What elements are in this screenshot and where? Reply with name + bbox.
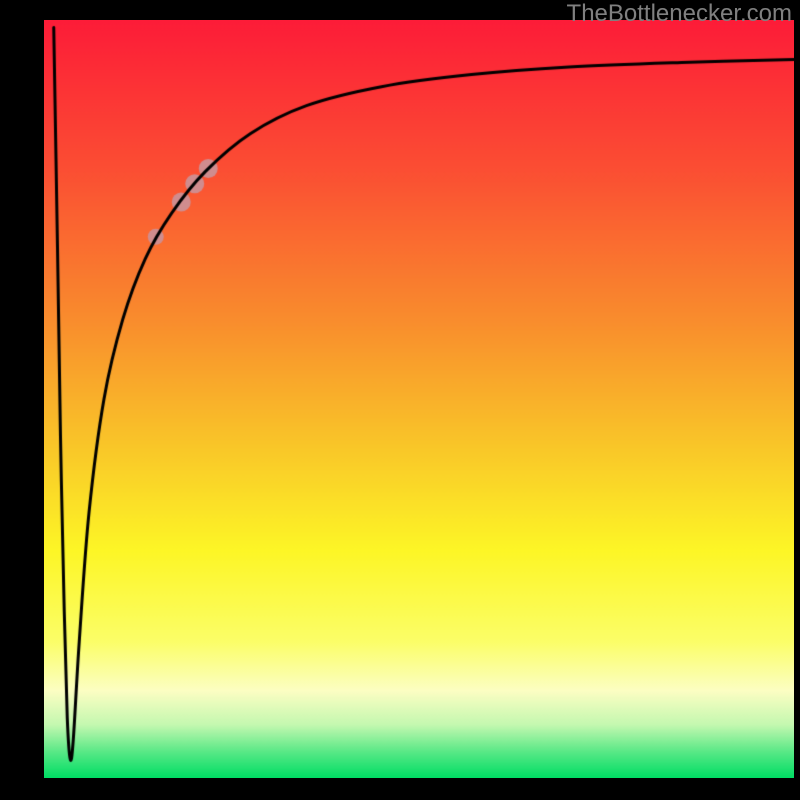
- bottleneck-curve-chart: [44, 20, 794, 778]
- watermark-text: TheBottlenecker.com: [567, 0, 792, 28]
- plot-area: [44, 20, 794, 778]
- chart-frame: TheBottlenecker.com: [0, 0, 800, 800]
